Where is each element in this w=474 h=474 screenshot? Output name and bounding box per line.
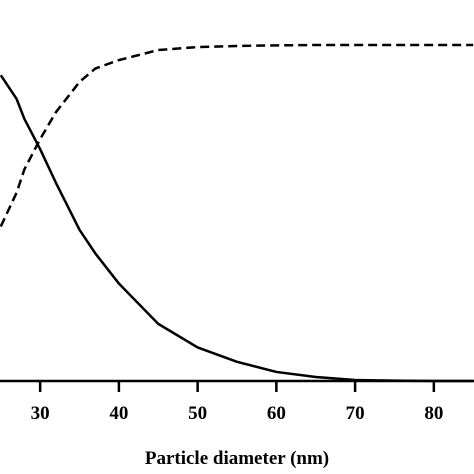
- series-line: [0, 43, 474, 227]
- x-tick-label: 60: [267, 403, 286, 424]
- series-line: [0, 74, 474, 383]
- x-tick-label: 40: [109, 403, 128, 424]
- x-tick-label: 80: [424, 403, 443, 424]
- x-tick-label: 50: [188, 403, 207, 424]
- x-axis-title: Particle diameter (nm): [145, 448, 329, 469]
- x-tick-label: 70: [346, 403, 365, 424]
- x-tick-label: 30: [31, 403, 50, 424]
